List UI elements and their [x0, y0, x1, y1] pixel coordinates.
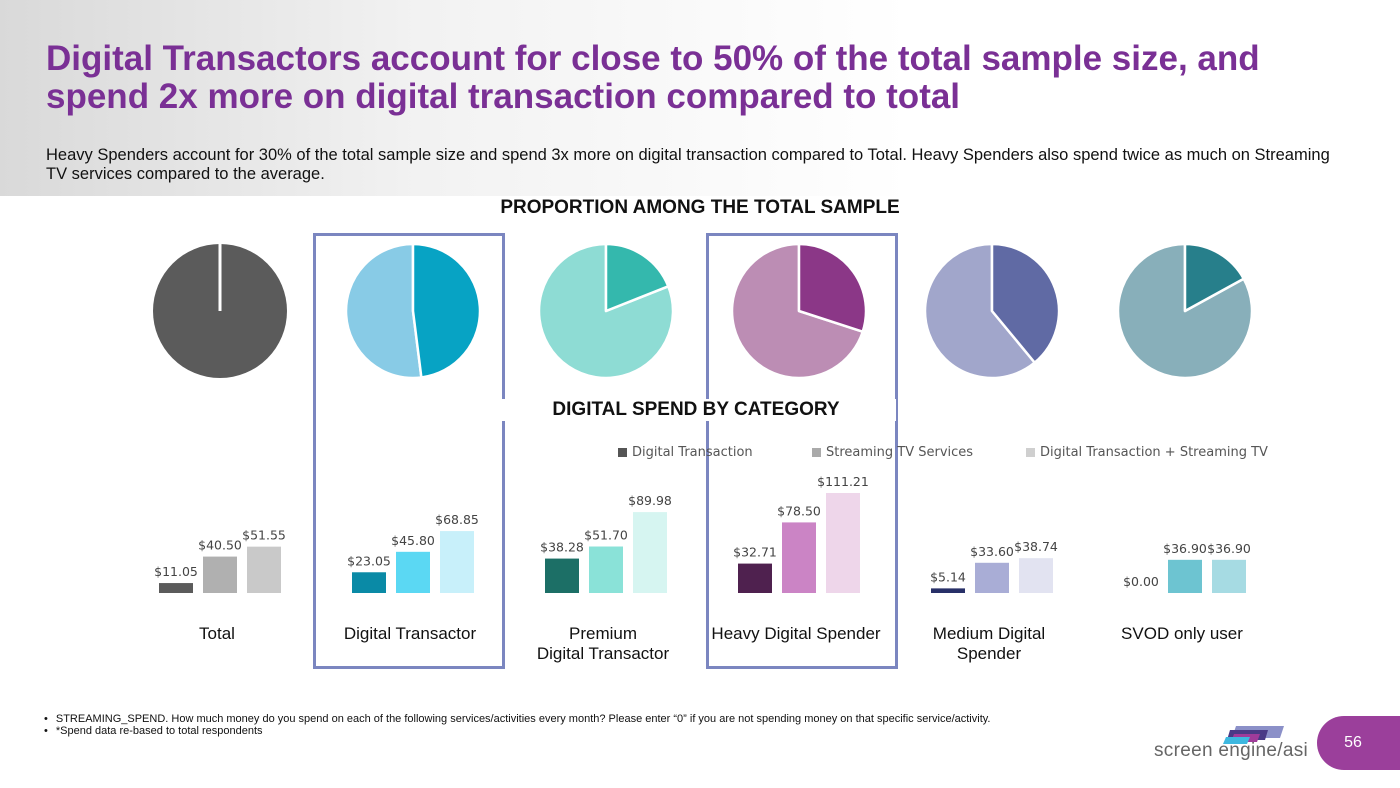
category-label: Medium Digital Spender	[932, 624, 1046, 663]
pie-section-heading: PROPORTION AMONG THE TOTAL SAMPLE	[500, 197, 900, 218]
category-label: SVOD only user	[1121, 624, 1243, 643]
pie-slice-rest	[923, 242, 1036, 380]
bar-value-label: $51.70	[584, 528, 628, 543]
bar-value-label: $36.90	[1163, 541, 1207, 556]
bar-value-label: $45.80	[391, 533, 435, 548]
bar	[1168, 559, 1202, 593]
pie-slice-segment	[411, 242, 482, 379]
pie-slice-segment	[990, 242, 1061, 364]
category-label: Heavy Digital Spender	[711, 624, 881, 643]
bar	[826, 493, 860, 593]
bar-value-label: $89.98	[628, 493, 672, 508]
logo-text: screen engine/asi	[1154, 740, 1309, 761]
footnotes: • STREAMING_SPEND. How much money do you …	[44, 713, 990, 737]
bar	[545, 558, 579, 593]
category-label: Digital Transactor	[343, 624, 477, 643]
bar-value-label: $38.28	[540, 540, 584, 555]
bar	[159, 583, 193, 593]
bar	[1212, 559, 1246, 593]
slide-title: Digital Transactors account for close to…	[46, 39, 1260, 116]
bar	[203, 556, 237, 593]
legend-label: Streaming TV Services	[826, 445, 974, 460]
bar-value-label: $23.05	[347, 553, 391, 568]
legend-swatch	[1026, 448, 1035, 457]
bar	[975, 562, 1009, 593]
bar	[1019, 558, 1053, 593]
bar-value-label: $40.50	[198, 538, 242, 553]
pie-slice-rest	[730, 242, 864, 380]
bar-value-label: $32.71	[733, 545, 777, 560]
legend-swatch	[618, 448, 627, 457]
category-label: Total	[199, 624, 235, 643]
bar-value-label: $51.55	[242, 528, 286, 543]
category-label: Premium Digital Transactor	[536, 624, 670, 663]
legend-combined: Digital Transaction + Streaming TV	[1026, 445, 1268, 460]
bar	[352, 572, 386, 593]
bar	[738, 563, 772, 593]
bar-value-label: $5.14	[930, 569, 966, 584]
legend-swatch	[812, 448, 821, 457]
highlight-box-digital-transactor	[313, 233, 505, 669]
pie-slice-segment	[1183, 242, 1245, 313]
legend-label: Digital Transaction	[632, 445, 753, 460]
bar-value-label: $111.21	[817, 474, 869, 489]
bar-value-label: $38.74	[1014, 539, 1058, 554]
pie-slice-segment	[604, 242, 670, 313]
header-background	[0, 0, 1400, 196]
pie-slice-segment	[797, 242, 868, 333]
footnote: • *Spend data re-based to total responden…	[44, 725, 263, 737]
footnote: • STREAMING_SPEND. How much money do you …	[44, 713, 991, 725]
legend-digital-transaction: Digital Transaction	[618, 445, 753, 460]
bar	[440, 531, 474, 593]
bar	[633, 512, 667, 593]
pie-slice-rest	[1116, 242, 1254, 380]
legend-label: Digital Transaction + Streaming TV	[1040, 445, 1268, 460]
legend-streaming-tv: Streaming TV Services	[812, 445, 973, 460]
bar-value-label: $68.85	[435, 512, 479, 527]
bar-section-heading: DIGITAL SPEND BY CATEGORY	[496, 399, 896, 421]
screen-engine-logo-icon	[1223, 726, 1284, 744]
page-number: 56	[1317, 716, 1400, 770]
bar	[782, 522, 816, 593]
bar-value-label: $33.60	[970, 544, 1014, 559]
slide-subtitle: Heavy Spenders account for 30% of the to…	[46, 146, 1330, 183]
bar	[931, 588, 965, 593]
bar	[396, 551, 430, 593]
highlight-box-heavy-digital-spender	[706, 233, 898, 669]
bar-value-label: $0.00	[1123, 574, 1159, 589]
bar	[589, 546, 623, 593]
bar-value-label: $36.90	[1207, 541, 1251, 556]
pie-slice-rest	[344, 242, 423, 380]
bar-value-label: $78.50	[777, 503, 821, 518]
bar-value-label: $11.05	[154, 564, 198, 579]
bar	[247, 546, 281, 593]
